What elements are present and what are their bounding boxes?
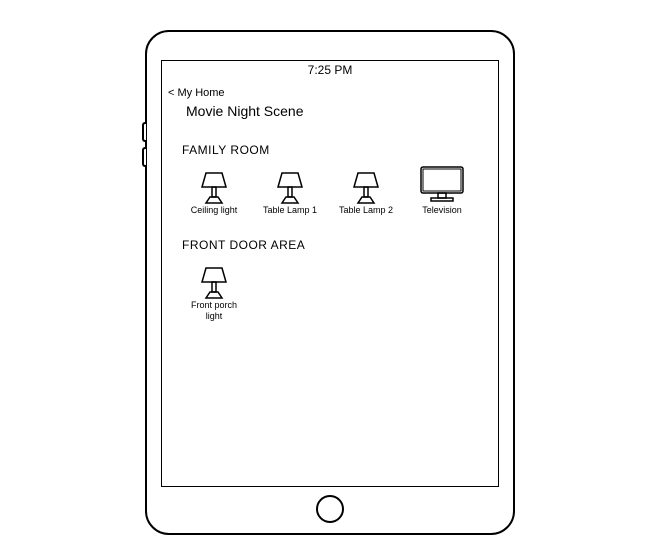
- section-front-door-area: FRONT DOOR AREA Front porch light: [162, 216, 498, 322]
- section-family-room: FAMILY ROOM Ceiling light: [162, 119, 498, 216]
- device-row: Front porch light: [182, 260, 488, 322]
- device-label: Table Lamp 1: [258, 205, 322, 216]
- device-label: Ceiling light: [182, 205, 246, 216]
- volume-up-button[interactable]: [142, 122, 146, 142]
- lamp-icon: [196, 169, 232, 205]
- page-title: Movie Night Scene: [186, 103, 304, 119]
- device-label: Television: [410, 205, 474, 216]
- section-header: FRONT DOOR AREA: [182, 238, 488, 252]
- device-label: Table Lamp 2: [334, 205, 398, 216]
- device-television[interactable]: Television: [410, 165, 474, 216]
- section-header: FAMILY ROOM: [182, 143, 488, 157]
- lamp-icon: [196, 264, 232, 300]
- device-label: Front porch light: [182, 300, 246, 322]
- back-button[interactable]: < My Home: [168, 87, 225, 99]
- status-bar: 7:25 PM: [162, 61, 498, 77]
- tv-icon: [419, 165, 465, 205]
- volume-down-button[interactable]: [142, 147, 146, 167]
- device-table-lamp-1[interactable]: Table Lamp 1: [258, 165, 322, 216]
- tablet-frame: 7:25 PM < My Home Movie Night Scene FAMI…: [145, 30, 515, 535]
- device-front-porch-light[interactable]: Front porch light: [182, 260, 246, 322]
- device-row: Ceiling light Table Lamp 1: [182, 165, 488, 216]
- lamp-icon: [272, 169, 308, 205]
- lamp-icon: [348, 169, 384, 205]
- screen: 7:25 PM < My Home Movie Night Scene FAMI…: [161, 60, 499, 487]
- home-button[interactable]: [316, 495, 344, 523]
- device-ceiling-light[interactable]: Ceiling light: [182, 165, 246, 216]
- status-time: 7:25 PM: [308, 63, 353, 77]
- device-table-lamp-2[interactable]: Table Lamp 2: [334, 165, 398, 216]
